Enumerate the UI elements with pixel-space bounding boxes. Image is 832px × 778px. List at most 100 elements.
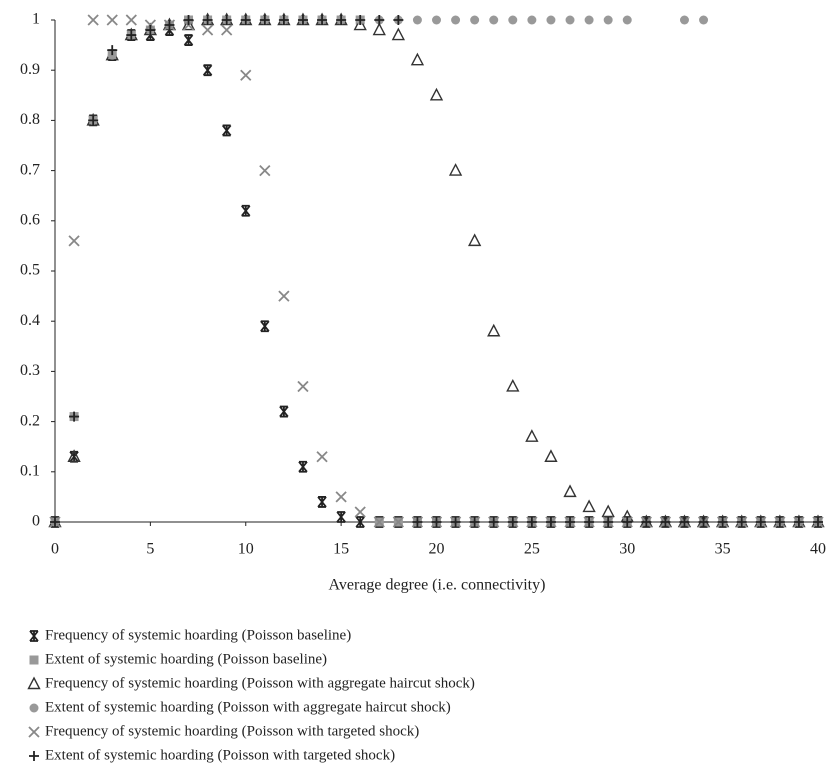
point: [279, 405, 289, 418]
point: [660, 517, 671, 527]
legend-symbol: [27, 676, 41, 690]
x-tick-label: 40: [810, 541, 826, 558]
y-tick-label: 0.3: [20, 362, 40, 379]
point: [584, 15, 594, 25]
legend-symbol: [29, 751, 39, 761]
point: [336, 511, 346, 523]
point: [182, 19, 195, 31]
point: [565, 15, 575, 25]
point: [467, 233, 482, 247]
point: [813, 517, 823, 527]
legend-label: Extent of systemic hoarding (Poisson bas…: [45, 651, 327, 667]
point: [68, 235, 80, 247]
point: [317, 496, 327, 508]
point: [107, 50, 117, 60]
point: [412, 15, 422, 25]
point: [393, 15, 404, 25]
point: [429, 87, 444, 101]
point: [545, 517, 556, 527]
point: [164, 20, 175, 31]
y-tick-label: 0.4: [20, 312, 40, 329]
x-tick-label: 20: [429, 541, 445, 558]
y-tick-label: 0.6: [20, 211, 40, 228]
x-tick-label: 5: [146, 541, 154, 558]
point: [603, 517, 614, 527]
point: [260, 320, 270, 333]
legend-label: Extent of systemic hoarding (Poisson wit…: [45, 699, 451, 715]
point: [221, 124, 232, 137]
point: [297, 380, 309, 393]
point: [563, 484, 577, 498]
point: [87, 14, 99, 26]
point: [126, 30, 137, 41]
point: [544, 449, 558, 462]
point: [601, 504, 615, 518]
point: [679, 15, 689, 25]
point: [546, 15, 556, 25]
point: [699, 15, 709, 25]
point: [106, 14, 118, 26]
point: [391, 27, 406, 41]
point: [774, 517, 785, 527]
point: [181, 17, 196, 31]
point: [316, 451, 328, 463]
y-tick-label: 0: [32, 513, 40, 530]
point: [603, 15, 613, 25]
point: [679, 517, 690, 527]
point: [336, 15, 347, 25]
point: [507, 517, 518, 527]
x-axis-label: Average degree (i.e. connectivity): [329, 577, 546, 594]
point: [622, 517, 633, 527]
point: [202, 64, 213, 77]
point: [487, 323, 501, 337]
legend-label: Frequency of systemic hoarding (Poisson …: [45, 627, 351, 643]
legend-symbol: [29, 630, 39, 642]
point: [488, 517, 499, 527]
point: [526, 517, 537, 527]
legend-symbol: [29, 703, 39, 713]
point: [297, 15, 308, 25]
point: [508, 15, 518, 25]
point: [698, 517, 709, 527]
point: [410, 52, 425, 66]
x-tick-label: 10: [238, 541, 254, 558]
point: [412, 517, 423, 527]
point: [622, 15, 632, 25]
y-tick-label: 0.5: [20, 262, 40, 279]
point: [450, 517, 461, 527]
point: [278, 15, 289, 25]
point: [221, 24, 233, 36]
x-tick-label: 15: [333, 541, 349, 558]
legend-symbol: [28, 726, 40, 738]
point: [354, 506, 366, 518]
x-tick-label: 0: [51, 541, 59, 558]
point: [241, 204, 251, 217]
legend-symbol: [29, 655, 39, 665]
point: [527, 15, 537, 25]
point: [717, 517, 728, 527]
point: [448, 163, 463, 176]
point: [183, 15, 194, 25]
legend-label: Frequency of systemic hoarding (Poisson …: [45, 723, 419, 739]
point: [107, 45, 118, 56]
point: [317, 15, 328, 25]
point: [278, 290, 290, 302]
point: [145, 25, 156, 36]
point: [298, 460, 308, 473]
point: [50, 517, 60, 527]
point: [755, 517, 766, 527]
x-tick-label: 30: [619, 541, 635, 558]
y-tick-label: 0.9: [20, 61, 40, 78]
point: [144, 19, 157, 31]
point: [431, 517, 442, 527]
point: [432, 15, 441, 25]
point: [202, 15, 213, 25]
point: [221, 15, 232, 25]
point: [355, 516, 365, 528]
point: [259, 164, 271, 177]
point: [240, 15, 251, 25]
point: [355, 15, 366, 25]
y-tick-label: 0.1: [20, 462, 40, 479]
point: [736, 517, 747, 527]
